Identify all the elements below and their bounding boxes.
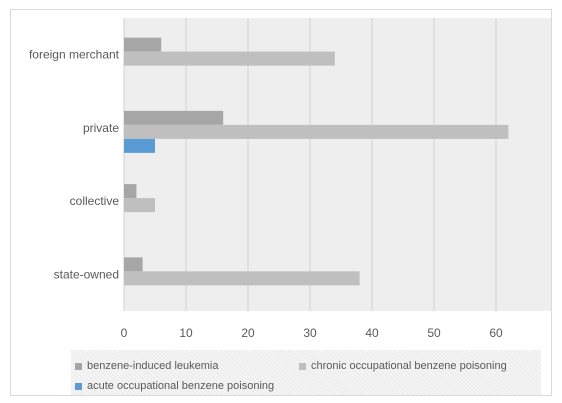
bar-foreign-merchant-series-1 (124, 37, 162, 52)
bar-foreign-merchant-series-2 (124, 51, 335, 66)
legend: benzene-induced leukemia chronic occupat… (71, 350, 541, 395)
category-label: private (83, 121, 119, 135)
bars (124, 37, 509, 286)
bar-collective-series-1 (124, 184, 137, 199)
plot-area (124, 18, 551, 311)
bar-state-owned-series-2 (124, 271, 360, 286)
category-label: foreign merchant (29, 48, 120, 62)
legend-item-chronic: chronic occupational benzene poisoning (299, 360, 507, 372)
x-tick-labels: 010203040506070 (121, 326, 503, 340)
bar-chart: foreign merchant private collective state-o… (29, 18, 551, 340)
x-tick-label: 50 (427, 326, 441, 340)
x-tick-label: 20 (241, 326, 255, 340)
legend-item-acute: acute occupational benzene poisoning (75, 380, 274, 392)
legend-label-leukemia: benzene-induced leukemia (87, 360, 219, 372)
category-label: state-owned (54, 267, 119, 281)
bar-private-series-3 (124, 138, 155, 153)
chart-frame: foreign merchant private collective state-o… (10, 9, 552, 396)
x-tick-label: 10 (179, 326, 193, 340)
bar-private-series-1 (124, 110, 224, 125)
bar-state-owned-series-1 (124, 257, 143, 272)
legend-swatch-chronic (299, 362, 306, 370)
legend-item-leukemia: benzene-induced leukemia (75, 360, 218, 372)
x-tick-label: 0 (121, 326, 128, 340)
legend-label-acute: acute occupational benzene poisoning (87, 380, 275, 392)
gridlines (123, 18, 497, 311)
category-label: collective (70, 194, 120, 208)
legend-swatch-leukemia (75, 362, 82, 370)
x-tick-label: 30 (303, 326, 317, 340)
legend-swatch-acute (75, 382, 82, 390)
x-tick-label: 40 (365, 326, 379, 340)
legend-label-chronic: chronic occupational benzene poisoning (311, 360, 507, 372)
category-labels: foreign merchant private collective state-o… (29, 48, 120, 282)
bar-private-series-2 (124, 124, 509, 139)
bar-collective-series-2 (124, 198, 155, 213)
x-tick-label: 60 (489, 326, 503, 340)
